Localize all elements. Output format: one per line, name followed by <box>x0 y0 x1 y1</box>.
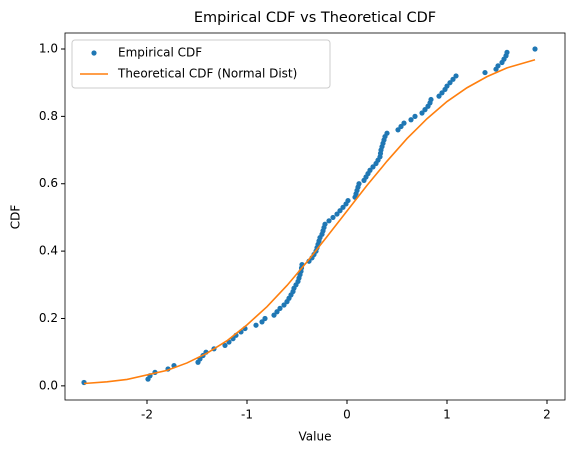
data-point <box>422 107 428 113</box>
y-tick-label: 0.4 <box>39 244 58 258</box>
y-tick-label: 0.0 <box>39 378 58 392</box>
data-point <box>450 76 456 82</box>
data-point <box>384 130 390 136</box>
y-tick-label: 0.8 <box>39 109 58 123</box>
y-tick-label: 0.6 <box>39 176 58 190</box>
data-point <box>271 312 277 318</box>
data-point <box>281 302 287 308</box>
data-point <box>253 322 259 328</box>
plot-frame <box>64 32 566 401</box>
x-tick-label: 2 <box>543 408 551 422</box>
data-point <box>453 73 459 79</box>
x-tick-label: 0 <box>343 408 351 422</box>
data-point <box>277 305 283 311</box>
legend-label: Empirical CDF <box>118 46 202 60</box>
data-point <box>408 117 414 123</box>
data-point <box>367 167 373 173</box>
data-point <box>81 379 87 386</box>
data-point <box>337 208 343 214</box>
data-point <box>262 315 268 322</box>
legend-box <box>71 39 331 89</box>
data-point <box>419 110 425 116</box>
legend-swatch <box>91 50 97 56</box>
data-point <box>439 90 445 96</box>
data-point <box>532 46 538 52</box>
chart-title: Empirical CDF vs Theoretical CDF <box>194 10 436 26</box>
data-point <box>274 309 280 315</box>
data-point <box>395 127 401 133</box>
data-point <box>340 204 346 210</box>
data-point <box>482 69 488 76</box>
data-point <box>322 221 328 227</box>
data-point <box>326 218 332 224</box>
legend-label: Theoretical CDF (Normal Dist) <box>117 67 297 81</box>
data-point <box>428 96 434 103</box>
x-tick-label: 1 <box>443 408 451 422</box>
data-point <box>370 164 376 170</box>
data-point <box>495 63 501 69</box>
data-point <box>345 197 351 204</box>
data-point <box>412 113 418 119</box>
data-point <box>444 83 450 89</box>
data-point <box>436 93 442 99</box>
x-axis-label: Value <box>299 430 332 444</box>
data-point <box>330 214 336 221</box>
y-tick-label: 1.0 <box>39 42 58 56</box>
data-point <box>356 181 362 187</box>
x-tick-label: -2 <box>141 408 153 422</box>
data-line <box>83 59 536 385</box>
data-point <box>447 80 453 86</box>
y-axis-label: CDF <box>9 205 23 230</box>
y-tick-label: 0.2 <box>39 311 58 325</box>
x-tick-label: -1 <box>241 408 253 422</box>
data-point <box>398 123 404 130</box>
data-point <box>259 319 265 325</box>
data-point <box>504 49 510 55</box>
data-point <box>334 211 340 217</box>
data-point <box>401 120 407 126</box>
data-point <box>222 342 228 349</box>
